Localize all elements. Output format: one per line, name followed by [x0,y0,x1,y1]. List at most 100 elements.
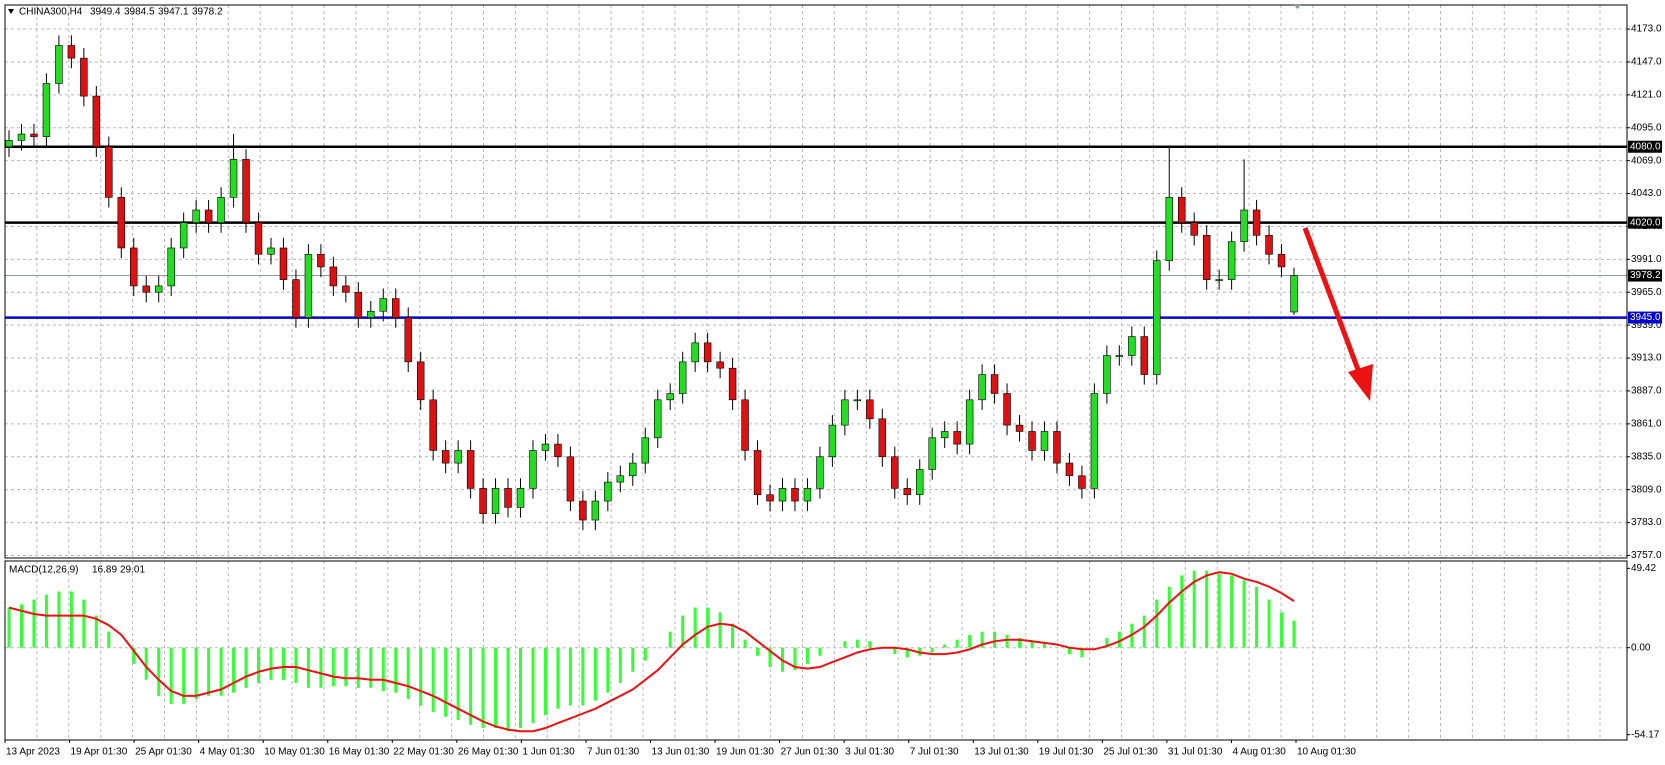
y-tick-label: 4095.0 [1631,122,1662,133]
candle-body [454,450,462,464]
candle-body [566,456,575,502]
macd-histogram-bar [943,644,947,648]
candle-body [1277,253,1286,268]
y-tick-label: 3887.0 [1631,386,1662,397]
candle-body [1015,424,1024,432]
macd-histogram-bar [805,647,809,664]
macd-histogram-bar [444,647,448,717]
candle-body [342,285,350,293]
candle-body [903,488,911,496]
candle-body [479,488,487,515]
macd-histogram-bar [306,647,310,688]
candle-body [616,475,625,483]
arrow-shaft [1302,227,1363,376]
x-tick-label: 19 Apr 01:30 [71,747,128,758]
macd-histogram-bar [855,639,859,648]
macd-histogram-bar [743,639,747,648]
macd-histogram-bar [419,647,423,706]
x-tick-label: 19 Jun 01:30 [716,747,774,758]
levels: 4080.0 4020.0 3945.0 3978.2 [5,140,1662,324]
candle-body [654,399,662,439]
candle-body [541,443,550,451]
candle-body [192,209,200,223]
macd-histogram-bar [7,607,11,648]
macd-histogram-bar [556,647,560,709]
macd-histogram-bar [1018,638,1022,648]
candle-body [1215,279,1223,281]
candle-body [204,209,213,223]
macd-histogram-bar [1280,612,1284,648]
candle-body [915,469,924,496]
candle-body [741,399,749,451]
header-close: 3978.2 [192,7,223,18]
candle-body [641,437,649,464]
macd-histogram-bar [57,591,61,648]
candle-body [591,500,600,521]
macd-histogram-bar [356,647,360,688]
macd-histogram-bar [294,647,298,684]
macd-y-tick-label: 49.42 [1631,563,1656,574]
indicator-name: MACD(12,26,9) [9,565,78,576]
candle-body [267,247,275,255]
macd-histogram-bar [519,647,523,728]
candle-body [379,298,388,312]
candle-body [392,298,400,318]
macd-histogram-bar [1230,575,1234,648]
macd-histogram-bar [693,607,697,648]
macd-histogram-bar [381,647,385,692]
y-tick-label: 3809.0 [1631,484,1662,495]
annotation-arrow [1302,227,1373,401]
macd-histogram-bar [456,647,460,720]
candle-body [1252,209,1261,236]
candle-body [691,342,699,363]
macd-histogram-bar [369,647,373,688]
candle-body [516,488,525,508]
y-tick-label: 4043.0 [1631,188,1662,199]
candle-body [429,399,437,451]
level-label: 3945.0 [1630,312,1661,323]
y-tick-label: 4173.0 [1631,24,1662,35]
candle-body [579,500,587,521]
candle-body [1177,197,1186,223]
macd-histogram-bar [481,647,485,728]
candle-body [666,393,674,401]
macd-histogram-bar [1005,634,1009,648]
candle-body [978,374,986,401]
macd-histogram-bar [394,647,398,693]
x-tick-label: 10 Aug 01:30 [1297,747,1356,758]
candle-body [554,443,562,458]
candle-body [728,367,737,401]
candle-body [30,133,38,137]
macd-histogram-bar [905,647,909,658]
x-tick-label: 27 Jun 01:30 [781,747,839,758]
candle-body [304,253,313,318]
indicator-signal-value: 29.01 [120,565,145,576]
macd-histogram-bar [993,631,997,648]
symbol-menu-icon[interactable] [8,9,14,14]
candle-body [791,488,799,502]
candle-body [953,431,961,445]
candle-body [1290,275,1298,313]
candle-body [803,488,812,502]
macd-y-tick-label: -54.17 [1631,729,1660,740]
candle-body [254,222,263,255]
y-tick-label: 3835.0 [1631,451,1662,462]
macd-histogram-bar [930,647,934,653]
macd-histogram-bar [32,599,36,648]
macd-histogram-bar [1217,573,1221,648]
macd-histogram-bar [431,647,435,712]
candle-body [317,253,325,268]
y-tick-label: 3913.0 [1631,353,1662,364]
macd-histogram-bar [1267,599,1271,648]
macd-histogram-bar [169,647,173,704]
candle-body [117,197,126,249]
current-price-box [1628,269,1662,282]
x-tick-label: 4 Aug 01:30 [1232,747,1286,758]
macd-histogram-bar [269,647,273,680]
header-low: 3947.1 [158,7,189,18]
arrow-head [1348,364,1373,401]
candle-body [142,285,150,293]
macd-histogram-bar [568,647,572,706]
